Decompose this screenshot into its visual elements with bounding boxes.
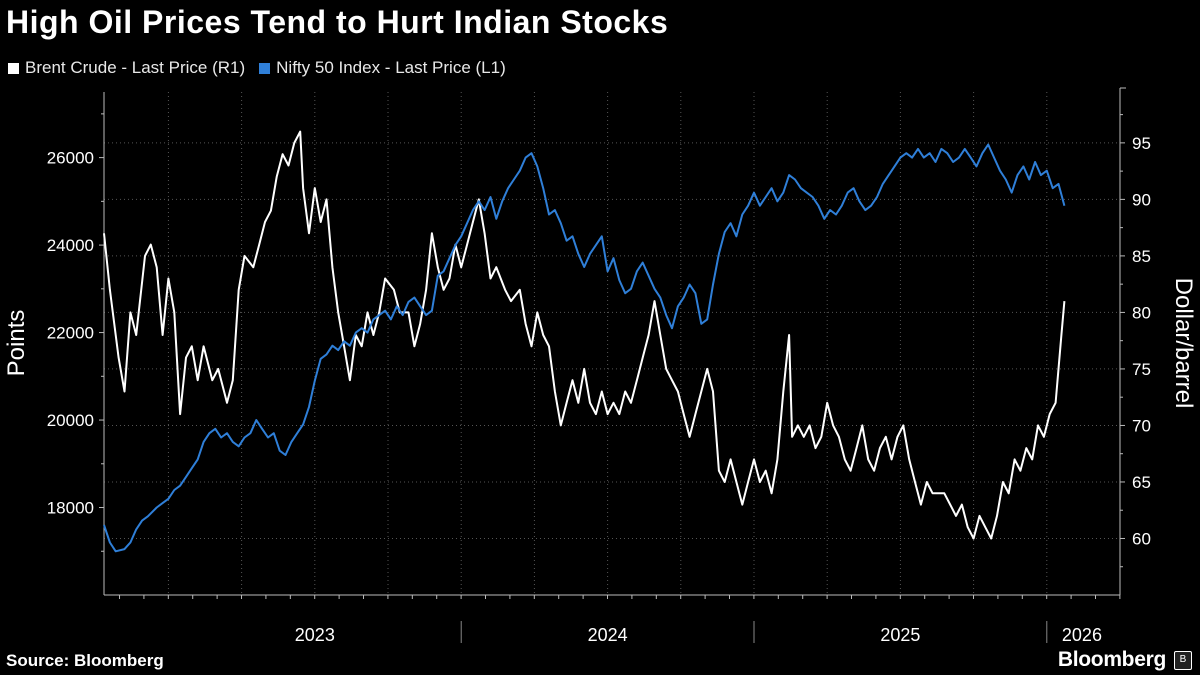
legend-label-nifty: Nifty 50 Index - Last Price (L1) bbox=[276, 58, 506, 77]
series-line-nifty bbox=[103, 143, 1066, 553]
legend: Brent Crude - Last Price (R1) Nifty 50 I… bbox=[8, 58, 506, 78]
x-tick-label: 2026 bbox=[1062, 625, 1102, 645]
x-tick-label: 2025 bbox=[880, 625, 920, 645]
left-tick-label: 26000 bbox=[47, 149, 94, 168]
right-tick-label: 95 bbox=[1132, 134, 1151, 153]
right-axis-title: Dollar/barrel bbox=[1170, 278, 1197, 409]
bloomberg-icon: B bbox=[1174, 650, 1192, 670]
series-line-brent bbox=[103, 130, 1066, 540]
left-axis-title: Points bbox=[3, 310, 30, 377]
x-tick-label: 2024 bbox=[588, 625, 628, 645]
right-tick-label: 80 bbox=[1132, 303, 1151, 322]
legend-item-nifty: Nifty 50 Index - Last Price (L1) bbox=[259, 58, 506, 78]
x-tick-label: 2023 bbox=[295, 625, 335, 645]
right-tick-label: 70 bbox=[1132, 416, 1151, 435]
left-tick-label: 18000 bbox=[47, 499, 94, 518]
right-tick-label: 90 bbox=[1132, 190, 1151, 209]
left-tick-label: 22000 bbox=[47, 324, 94, 343]
left-tick-label: 20000 bbox=[47, 411, 94, 430]
right-tick-label: 75 bbox=[1132, 360, 1151, 379]
source-note: Source: Bloomberg bbox=[6, 651, 164, 670]
legend-swatch-brent bbox=[8, 62, 19, 74]
right-tick-label: 60 bbox=[1132, 529, 1151, 548]
legend-item-brent: Brent Crude - Last Price (R1) bbox=[8, 58, 245, 78]
chart-title: High Oil Prices Tend to Hurt Indian Stoc… bbox=[6, 4, 669, 40]
legend-swatch-nifty bbox=[259, 62, 271, 74]
legend-label-brent: Brent Crude - Last Price (R1) bbox=[25, 58, 246, 77]
left-tick-label: 24000 bbox=[47, 236, 94, 255]
right-tick-label: 65 bbox=[1132, 473, 1151, 492]
brand-name: Bloomberg bbox=[1057, 648, 1166, 671]
brand-logo: Bloomberg B bbox=[1058, 648, 1192, 672]
right-tick-label: 85 bbox=[1132, 247, 1151, 266]
